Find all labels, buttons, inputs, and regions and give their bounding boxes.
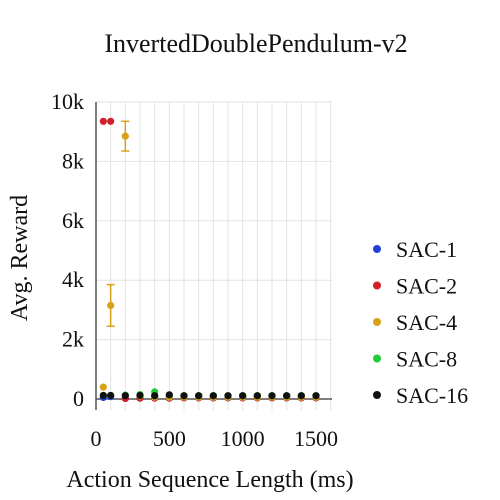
x-tick-label: 500	[153, 426, 186, 451]
data-point	[121, 132, 129, 140]
data-point	[297, 392, 305, 400]
y-tick-label: 4k	[62, 267, 84, 292]
data-point	[209, 392, 217, 400]
y-axis-label: Avg. Reward	[7, 195, 33, 321]
legend-label: SAC-8	[396, 347, 457, 372]
data-point	[239, 392, 247, 400]
data-point	[121, 392, 129, 400]
data-point	[99, 117, 107, 125]
data-point	[224, 392, 232, 400]
legend: SAC-1 SAC-2 SAC-4 SAC-8 SAC-16	[373, 237, 468, 408]
data-point	[99, 383, 107, 391]
y-axis: 0 2k 4k 6k 8k 10k	[51, 89, 97, 411]
plot-area	[99, 117, 320, 403]
y-tick-label: 8k	[62, 148, 84, 173]
legend-marker	[373, 245, 381, 253]
legend-label: SAC-16	[396, 383, 468, 408]
legend-label: SAC-1	[396, 237, 457, 262]
legend-marker	[373, 354, 381, 363]
data-point	[283, 392, 291, 400]
legend-label: SAC-4	[396, 310, 457, 335]
legend-marker	[373, 318, 381, 326]
legend-entry: SAC-8	[373, 347, 457, 372]
data-point	[107, 391, 115, 400]
y-tick-label: 2k	[62, 327, 84, 352]
data-point	[195, 392, 203, 400]
data-point	[99, 391, 107, 400]
legend-entry: SAC-16	[373, 383, 468, 408]
data-point	[136, 391, 144, 400]
legend-entry: SAC-2	[373, 274, 457, 299]
legend-marker	[373, 281, 381, 290]
data-point	[107, 301, 115, 310]
legend-entry: SAC-1	[373, 237, 457, 262]
data-point	[165, 391, 173, 399]
y-tick-label: 6k	[62, 208, 84, 233]
x-tick-label: 0	[91, 426, 102, 451]
legend-label: SAC-2	[396, 274, 457, 299]
data-point	[253, 392, 261, 400]
data-point	[268, 392, 276, 400]
y-tick-label: 0	[73, 386, 84, 411]
y-tick-label: 10k	[51, 89, 84, 114]
data-point	[107, 117, 115, 125]
gridlines	[96, 101, 332, 410]
x-tick-label: 1500	[294, 426, 338, 451]
data-point	[151, 392, 159, 400]
legend-entry: SAC-4	[373, 310, 457, 335]
legend-marker	[373, 391, 381, 399]
chart-title: InvertedDoublePendulum-v2	[104, 29, 407, 58]
data-point	[312, 392, 320, 400]
x-axis-label: Action Sequence Length (ms)	[66, 467, 353, 493]
data-point	[180, 392, 188, 400]
x-tick-label: 1000	[221, 426, 265, 451]
